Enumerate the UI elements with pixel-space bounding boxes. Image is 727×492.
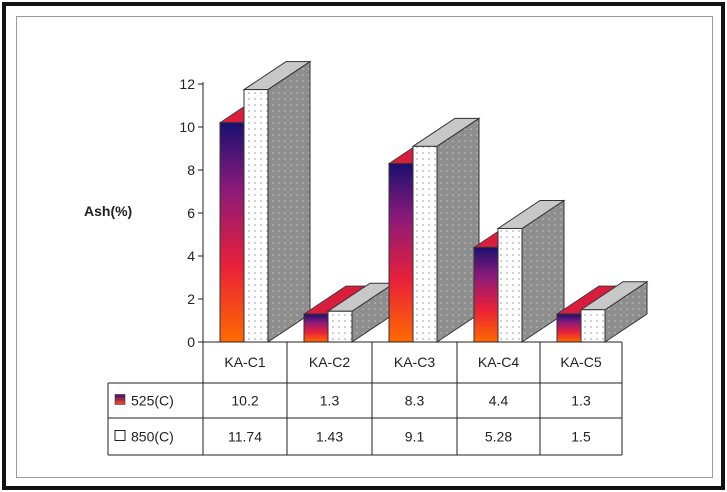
value-cell: 4.4 [489,393,509,409]
bar-850(C)-KA-C4 [496,199,566,343]
value-cell: 5.28 [485,429,512,445]
legend-swatch-850(C) [114,430,126,441]
value-cell: 8.3 [405,393,425,409]
bar-850(C)-KA-C3 [411,117,481,343]
value-cell: 10.2 [231,393,258,409]
value-cell: 1.3 [320,393,340,409]
category-label: KA-C5 [560,354,601,370]
legend-label: 850(C) [131,429,174,445]
value-cell: 1.5 [571,429,591,445]
y-tick-label: 0 [187,334,195,350]
y-tick-label: 4 [187,248,195,264]
value-cell: 9.1 [405,429,425,445]
category-label: KA-C3 [394,354,435,370]
category-label: KA-C1 [224,354,265,370]
y-tick-label: 12 [179,76,195,92]
y-tick-label: 8 [187,162,195,178]
y-tick-label: 6 [187,205,195,221]
legend-swatch-525(C) [114,394,126,405]
bar-850(C)-KA-C5 [579,280,649,343]
y-axis: 0 2 4 6 8 10 12 [179,76,204,350]
chart-inner-border [16,16,713,478]
bars [218,60,649,343]
bar-525(C)-KA-C2 [302,285,372,343]
y-tick-label: 2 [187,291,195,307]
category-label: KA-C2 [309,354,350,370]
legend-label: 525(C) [131,393,174,409]
y-tick-label: 10 [179,119,195,135]
value-cell: 1.3 [571,393,591,409]
y-axis-label: Ash(%) [84,203,132,219]
data-table: KA-C1 KA-C2 KA-C3 KA-C4 KA-C5 525(C) 10.2 1.3 8.… [107,341,623,456]
bar-850(C)-KA-C2 [326,282,396,343]
category-label: KA-C4 [478,354,519,370]
bar-850(C)-KA-C1 [242,60,312,343]
value-cell: 11.74 [228,429,262,445]
value-cell: 1.43 [316,429,343,445]
